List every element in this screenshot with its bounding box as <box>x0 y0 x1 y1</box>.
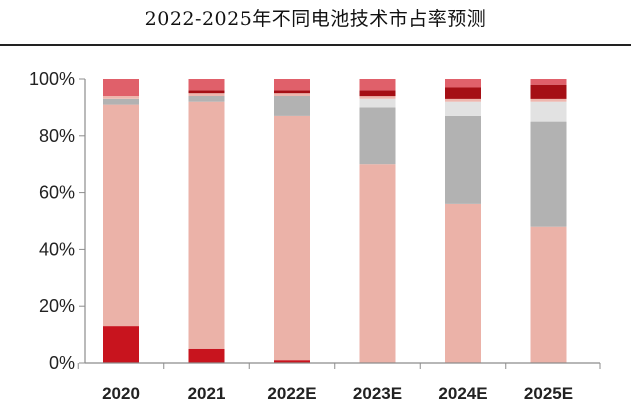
bar-segment-2025E-series-6 <box>530 84 567 99</box>
bars-layer <box>103 79 567 363</box>
bar-segment-2022E-series-5 <box>274 93 310 96</box>
bar-segment-2023E-series-6 <box>359 90 396 97</box>
bar-segment-2021-series-6 <box>188 90 225 94</box>
bar-segment-2022E-series-2 <box>274 115 310 361</box>
x-tick-label-2025E: 2025E <box>524 384 573 403</box>
chart-title: 2022-2025年不同电池技术市占率预测 <box>144 8 487 30</box>
x-tick-label-2020: 2020 <box>102 384 140 403</box>
bar-segment-2020-series-1 <box>103 326 139 363</box>
bar-segment-2023E-series-2 <box>359 164 396 363</box>
x-tick-label-2024E: 2024E <box>438 384 487 403</box>
bar-segment-2021-series-5 <box>188 93 225 96</box>
bar-segment-2022E-series-7 <box>274 79 310 91</box>
x-tick-label-2022E: 2022E <box>267 384 316 403</box>
bar-segment-2024E-series-5 <box>445 98 481 102</box>
bar-segment-2020-series-3 <box>103 98 139 105</box>
bar-segment-2021-series-7 <box>188 79 225 91</box>
y-tick-label-20%: 20% <box>39 296 75 316</box>
bar-segment-2025E-series-7 <box>530 79 567 85</box>
bar-segment-2021-series-3 <box>188 96 225 102</box>
bar-segment-2020-series-7 <box>103 79 139 96</box>
title-divider <box>0 44 631 46</box>
bar-segment-2024E-series-4 <box>445 101 481 116</box>
bar-segment-2025E-series-5 <box>530 98 567 102</box>
bar-segment-2023E-series-7 <box>359 79 396 91</box>
bar-segment-2021-series-2 <box>188 101 225 349</box>
bar-segment-2024E-series-7 <box>445 79 481 88</box>
bar-segment-2024E-series-3 <box>445 115 481 204</box>
bar-segment-2023E-series-3 <box>359 107 396 165</box>
bar-segment-2025E-series-3 <box>530 121 567 227</box>
bar-segment-2020-series-5 <box>103 96 139 99</box>
y-tick-label-0%: 0% <box>49 353 75 373</box>
bar-segment-2025E-series-4 <box>530 101 567 122</box>
bar-segment-2021-series-1 <box>188 348 225 363</box>
bar-segment-2023E-series-4 <box>359 98 396 108</box>
bar-segment-2022E-series-6 <box>274 90 310 94</box>
bar-segment-2025E-series-2 <box>530 226 567 363</box>
bar-segment-2024E-series-2 <box>445 204 481 363</box>
y-tick-label-40%: 40% <box>39 239 75 259</box>
bar-segment-2022E-series-1 <box>274 360 310 363</box>
y-tick-label-100%: 100% <box>29 69 75 89</box>
bar-segment-2020-series-2 <box>103 104 139 327</box>
y-tick-label-60%: 60% <box>39 183 75 203</box>
bar-segment-2024E-series-6 <box>445 87 481 99</box>
axes-layer: 2020 2021 2022E 2023E 2024E 2025E 0% 20% 40% 60% 8… <box>29 69 601 403</box>
bar-segment-2022E-series-3 <box>274 96 310 116</box>
y-tick-label-80%: 80% <box>39 126 75 146</box>
x-tick-label-2023E: 2023E <box>353 384 402 403</box>
bar-segment-2023E-series-5 <box>359 96 396 99</box>
x-tick-label-2021: 2021 <box>188 384 226 403</box>
